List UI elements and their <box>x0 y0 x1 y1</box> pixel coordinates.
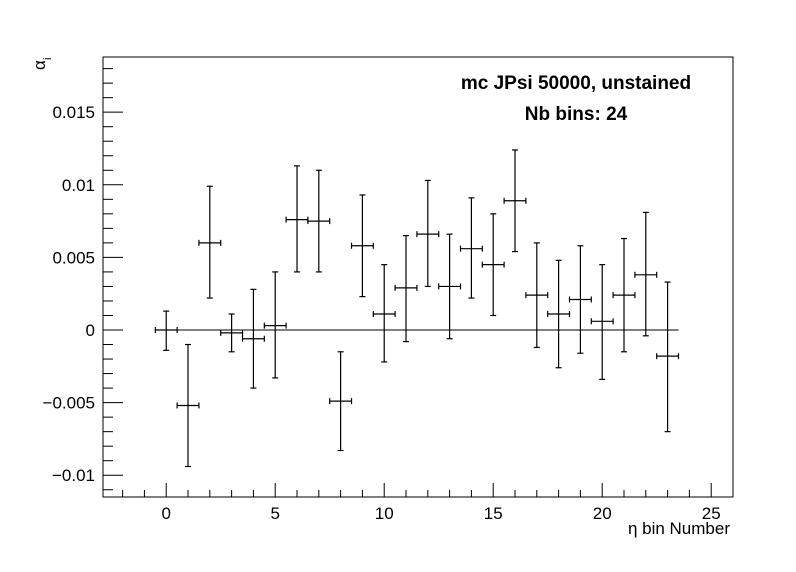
x-tick-label: 5 <box>270 504 279 523</box>
y-tick-label: −0.01 <box>52 466 95 485</box>
y-tick-label: 0.005 <box>52 248 95 267</box>
data-point <box>459 197 483 299</box>
y-axis-title-subscript: i <box>42 58 54 60</box>
x-axis-title: η bin Number <box>628 519 730 538</box>
data-point <box>612 237 636 353</box>
data-point <box>307 169 331 273</box>
x-tick-label: 25 <box>702 504 721 523</box>
data-point <box>547 259 571 369</box>
data-point <box>634 211 658 337</box>
data-point <box>263 271 287 379</box>
y-tick-label: −0.005 <box>43 394 95 413</box>
data-point <box>481 213 505 317</box>
y-tick-label: 0.015 <box>52 103 95 122</box>
data-point <box>438 233 462 340</box>
annotation-line-2: Nb bins: 24 <box>525 104 628 125</box>
data-points-group <box>154 149 680 468</box>
data-point <box>525 242 549 349</box>
data-point <box>590 264 614 380</box>
plot-frame <box>102 56 734 498</box>
data-point <box>350 194 374 298</box>
data-point <box>394 235 418 343</box>
data-point <box>176 343 200 468</box>
y-axis-title-main: α <box>30 60 49 70</box>
data-point <box>416 179 440 288</box>
data-point <box>329 351 353 452</box>
data-point <box>372 264 396 363</box>
annotation-line-1: mc JPsi 50000, unstained <box>461 73 691 94</box>
y-tick-label: 0 <box>86 321 95 340</box>
x-tick-label: 0 <box>161 504 170 523</box>
x-axis-group: 0 5 10 15 20 25 <box>122 483 721 523</box>
y-tick-label: 0.01 <box>62 176 95 195</box>
x-tick-label: 10 <box>375 504 394 523</box>
data-point <box>568 245 592 354</box>
plot-frame-group <box>102 56 734 498</box>
data-point <box>503 149 527 253</box>
data-point <box>656 281 680 433</box>
data-point <box>154 310 178 351</box>
x-tick-label: 20 <box>593 504 612 523</box>
data-point <box>220 313 244 353</box>
data-point <box>241 288 265 389</box>
y-axis-title: α i <box>30 58 54 70</box>
data-point <box>198 185 222 299</box>
x-tick-label: 15 <box>484 504 503 523</box>
y-axis-group: −0.01 −0.005 0 0.005 0.01 0.015 <box>43 68 123 491</box>
